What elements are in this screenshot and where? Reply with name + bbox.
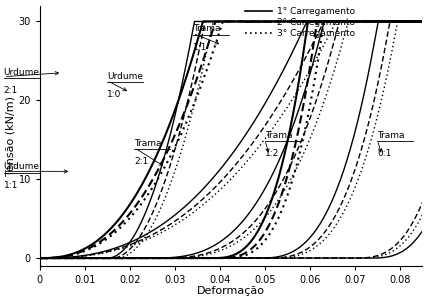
X-axis label: Deformação: Deformação [197, 286, 265, 297]
Text: Trama: Trama [265, 131, 292, 140]
Text: 1:2: 1:2 [265, 149, 279, 158]
Text: Trama: Trama [377, 131, 405, 140]
Text: 1:0: 1:0 [107, 90, 122, 99]
Y-axis label: Tensão (kN/m): Tensão (kN/m) [6, 96, 15, 176]
Legend: 1° Carregamento, 2° Carregamento, 3° Carregamento: 1° Carregamento, 2° Carregamento, 3° Car… [243, 5, 357, 40]
Text: 2:1: 2:1 [4, 86, 18, 95]
Text: 1:1: 1:1 [193, 43, 207, 52]
Text: 2:1: 2:1 [134, 157, 149, 166]
Text: Urdume: Urdume [4, 68, 40, 77]
Text: Trama: Trama [193, 24, 220, 33]
Text: 0:1: 0:1 [377, 149, 392, 158]
Text: Urdume: Urdume [4, 162, 40, 171]
Text: Trama: Trama [134, 139, 162, 148]
Text: Urdume: Urdume [107, 72, 143, 81]
Text: 1:1: 1:1 [4, 181, 18, 190]
